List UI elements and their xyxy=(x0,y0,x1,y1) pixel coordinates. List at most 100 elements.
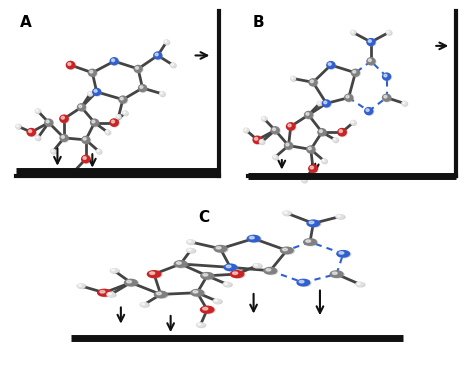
Circle shape xyxy=(107,293,115,296)
Circle shape xyxy=(247,235,260,242)
Circle shape xyxy=(299,280,304,283)
Circle shape xyxy=(46,120,49,123)
Text: C: C xyxy=(198,210,210,225)
Circle shape xyxy=(171,63,175,67)
Circle shape xyxy=(187,249,196,253)
Circle shape xyxy=(352,121,354,123)
Circle shape xyxy=(111,269,119,273)
Circle shape xyxy=(273,155,278,160)
Circle shape xyxy=(255,138,258,140)
Circle shape xyxy=(147,271,161,277)
Circle shape xyxy=(308,147,311,150)
Circle shape xyxy=(352,70,360,77)
Circle shape xyxy=(119,96,127,103)
Circle shape xyxy=(366,109,369,111)
Circle shape xyxy=(188,241,191,242)
Circle shape xyxy=(367,39,375,45)
Circle shape xyxy=(288,124,291,127)
Circle shape xyxy=(134,65,142,72)
Circle shape xyxy=(150,272,155,274)
Circle shape xyxy=(402,101,407,106)
Circle shape xyxy=(201,273,215,280)
Circle shape xyxy=(78,284,86,289)
Circle shape xyxy=(89,69,96,76)
Circle shape xyxy=(60,115,69,123)
Circle shape xyxy=(384,74,387,77)
Circle shape xyxy=(402,102,408,106)
Circle shape xyxy=(317,101,322,106)
Circle shape xyxy=(82,155,90,163)
Circle shape xyxy=(284,212,287,214)
Circle shape xyxy=(61,116,64,119)
Circle shape xyxy=(224,283,232,287)
Circle shape xyxy=(337,251,351,258)
Circle shape xyxy=(298,280,311,287)
Circle shape xyxy=(139,85,147,92)
Circle shape xyxy=(367,58,375,65)
Circle shape xyxy=(187,240,194,244)
Circle shape xyxy=(284,142,292,149)
Circle shape xyxy=(254,264,262,268)
Circle shape xyxy=(110,119,118,126)
Circle shape xyxy=(140,86,143,88)
Circle shape xyxy=(51,149,55,153)
Circle shape xyxy=(368,59,371,62)
Circle shape xyxy=(357,283,360,285)
Circle shape xyxy=(244,128,249,132)
Circle shape xyxy=(82,156,91,164)
Circle shape xyxy=(51,150,56,154)
Circle shape xyxy=(160,92,164,96)
Circle shape xyxy=(260,140,265,144)
Circle shape xyxy=(116,115,121,119)
Circle shape xyxy=(273,155,278,159)
Circle shape xyxy=(333,138,338,143)
Circle shape xyxy=(306,113,309,115)
Circle shape xyxy=(339,252,344,254)
Circle shape xyxy=(262,117,267,121)
Circle shape xyxy=(345,94,353,101)
Circle shape xyxy=(327,62,335,68)
Circle shape xyxy=(383,94,391,101)
Circle shape xyxy=(92,120,95,123)
Circle shape xyxy=(213,299,221,303)
Circle shape xyxy=(27,129,36,136)
Circle shape xyxy=(226,265,231,268)
Circle shape xyxy=(125,279,137,286)
Circle shape xyxy=(36,136,40,140)
Circle shape xyxy=(174,261,187,267)
Circle shape xyxy=(307,146,316,154)
Circle shape xyxy=(36,109,40,113)
Circle shape xyxy=(304,239,316,245)
Circle shape xyxy=(356,282,364,286)
Circle shape xyxy=(253,136,262,144)
Circle shape xyxy=(61,135,69,142)
Circle shape xyxy=(105,130,110,134)
Circle shape xyxy=(164,40,169,44)
Circle shape xyxy=(224,264,237,271)
Circle shape xyxy=(352,31,354,33)
Circle shape xyxy=(91,119,99,126)
Circle shape xyxy=(273,128,275,130)
Circle shape xyxy=(223,282,231,286)
Circle shape xyxy=(310,79,318,86)
Circle shape xyxy=(386,30,391,35)
Circle shape xyxy=(172,64,173,65)
Circle shape xyxy=(351,121,356,125)
Circle shape xyxy=(73,169,78,173)
Circle shape xyxy=(82,137,91,144)
Circle shape xyxy=(356,283,365,287)
Circle shape xyxy=(337,250,349,257)
Circle shape xyxy=(345,95,354,102)
Circle shape xyxy=(197,323,206,327)
Circle shape xyxy=(307,146,315,153)
Circle shape xyxy=(254,264,257,266)
Circle shape xyxy=(62,136,64,138)
Circle shape xyxy=(310,166,313,169)
Circle shape xyxy=(117,115,122,120)
Circle shape xyxy=(248,236,261,243)
Circle shape xyxy=(306,240,310,242)
Circle shape xyxy=(203,274,208,276)
Circle shape xyxy=(334,138,336,140)
Circle shape xyxy=(27,129,36,136)
Circle shape xyxy=(88,92,92,96)
